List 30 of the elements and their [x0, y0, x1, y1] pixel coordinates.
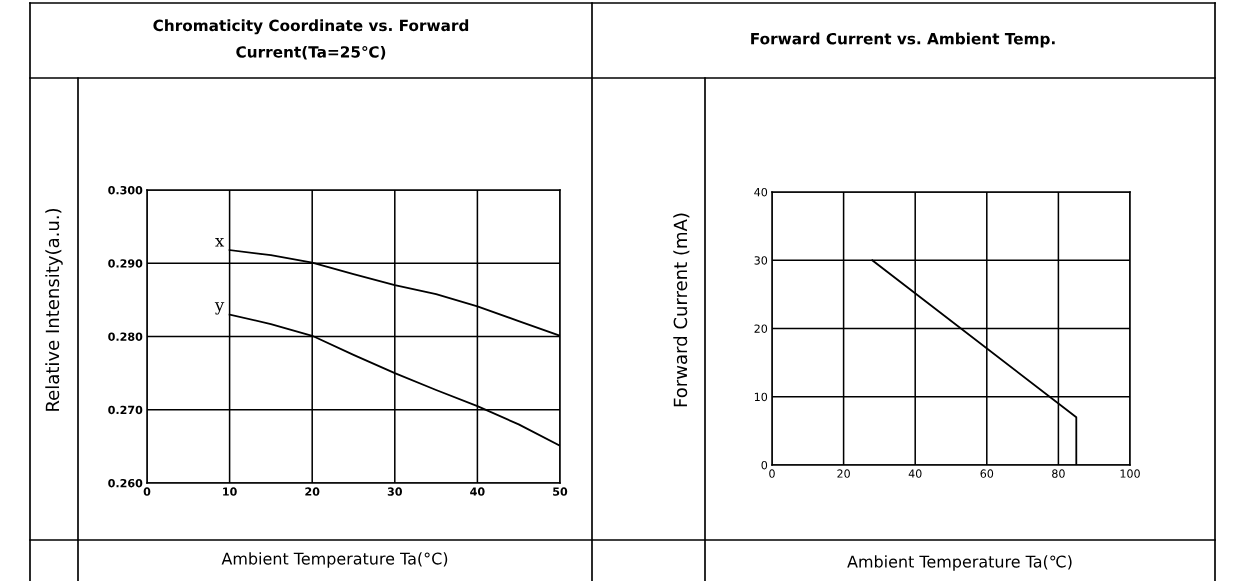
chart-title: Chromaticity Coordinate vs. Forward Current(Ta=25℃): [153, 19, 469, 60]
series-label: x: [215, 237, 225, 247]
x-tick-label: 0: [143, 487, 151, 496]
x-tick-label: 60: [980, 469, 994, 478]
x-tick-label: 0: [769, 469, 775, 478]
y-tick-label: 0.300: [108, 185, 143, 195]
x-tick-label: 40: [470, 487, 485, 496]
y-axis-title: Forward Current (mA): [673, 213, 690, 407]
y-tick-label: 20: [754, 324, 768, 333]
x-axis-title: Ambient Temperature Ta(°C): [221, 552, 448, 568]
x-tick-label: 100: [1120, 469, 1140, 478]
x-tick-label: 10: [223, 487, 237, 496]
x-axis-title: Ambient Temperature Ta(℃): [847, 555, 1072, 571]
y-tick-label: 10: [754, 392, 768, 402]
y-axis-title: Relative Intensity(a.u.): [45, 208, 63, 411]
x-tick-label: 30: [387, 487, 402, 496]
x-tick-label: 40: [908, 469, 922, 478]
y-tick-label: 0.270: [108, 405, 143, 415]
y-tick-label: 0: [761, 460, 768, 470]
y-tick-label: 30: [754, 256, 768, 265]
x-tick-label: 20: [837, 469, 850, 478]
y-tick-label: 40: [754, 187, 768, 197]
chart-title: Forward Current vs. Ambient Temp.: [751, 32, 1055, 48]
x-tick-label: 20: [305, 487, 320, 496]
y-tick-label: 0.260: [108, 478, 143, 488]
x-tick-label: 80: [1052, 469, 1065, 478]
x-tick-label: 50: [553, 487, 568, 496]
series-label: y: [214, 302, 225, 315]
y-tick-label: 0.280: [108, 332, 143, 341]
y-tick-label: 0.290: [108, 259, 143, 268]
